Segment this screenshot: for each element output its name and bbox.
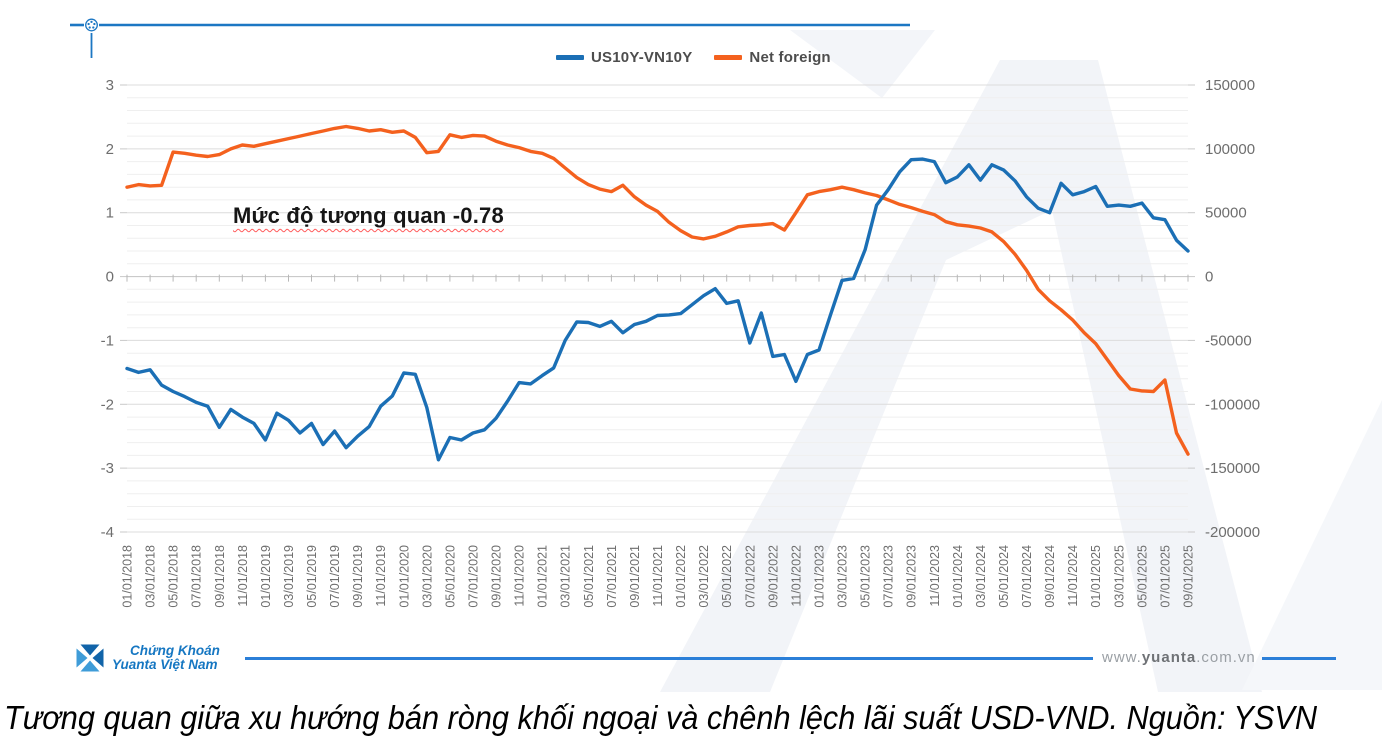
svg-text:05/01/2022: 05/01/2022 (720, 545, 734, 608)
svg-text:11/01/2023: 11/01/2023 (928, 545, 942, 607)
footer-rule-long (245, 657, 1093, 660)
brand-line-2: Yuanta Việt Nam (112, 657, 218, 672)
svg-text:03/01/2024: 03/01/2024 (974, 545, 988, 608)
svg-text:-1: -1 (101, 332, 114, 349)
correlation-chart-svg: 3 2 1 0 -1 -2 -3 -4 150000 100000 50000 0 -50000 -100… (70, 18, 1262, 692)
svg-text:09/01/2018: 09/01/2018 (213, 545, 227, 608)
svg-text:01/01/2024: 01/01/2024 (951, 545, 965, 608)
brand-text: Chứng Khoán Yuanta Việt Nam (112, 644, 220, 672)
figure-caption: Tương quan giữa xu hướng bán ròng khối n… (4, 699, 1318, 736)
svg-text:03/01/2022: 03/01/2022 (697, 545, 711, 608)
svg-text:03/01/2020: 03/01/2020 (420, 545, 434, 608)
svg-text:11/01/2019: 11/01/2019 (374, 545, 388, 607)
svg-text:01/01/2023: 01/01/2023 (813, 545, 827, 608)
svg-text:3: 3 (106, 77, 114, 94)
svg-text:0: 0 (106, 269, 114, 286)
legend-label: Net foreign (749, 49, 831, 66)
svg-text:0: 0 (1205, 269, 1213, 286)
svg-text:05/01/2019: 05/01/2019 (305, 545, 319, 608)
svg-text:50000: 50000 (1205, 205, 1247, 222)
svg-text:09/01/2025: 09/01/2025 (1182, 545, 1196, 608)
svg-text:05/01/2021: 05/01/2021 (582, 545, 596, 608)
svg-text:11/01/2024: 11/01/2024 (1066, 545, 1080, 607)
svg-text:03/01/2021: 03/01/2021 (559, 545, 573, 608)
svg-text:01/01/2025: 01/01/2025 (1089, 545, 1103, 608)
legend-label: US10Y-VN10Y (591, 49, 693, 66)
svg-text:-100000: -100000 (1205, 396, 1260, 413)
svg-text:-3: -3 (101, 460, 114, 477)
legend-item-net-foreign: Net foreign (714, 49, 831, 66)
svg-text:-200000: -200000 (1205, 524, 1260, 541)
svg-text:09/01/2019: 09/01/2019 (351, 545, 365, 608)
svg-text:01/01/2020: 01/01/2020 (397, 545, 411, 608)
svg-text:07/01/2024: 07/01/2024 (1020, 545, 1034, 608)
correlation-annotation: Mức độ tương quan -0.78 (233, 203, 504, 228)
svg-text:07/01/2022: 07/01/2022 (743, 545, 757, 608)
brand-line-1: Chứng Khoán (130, 643, 220, 658)
website-prefix: www. (1102, 649, 1142, 666)
net-foreign-line-swatch (714, 55, 743, 60)
svg-text:-2: -2 (101, 396, 114, 413)
svg-text:03/01/2019: 03/01/2019 (282, 545, 296, 608)
svg-text:1: 1 (106, 205, 114, 222)
svg-text:09/01/2022: 09/01/2022 (766, 545, 780, 608)
svg-text:05/01/2020: 05/01/2020 (443, 545, 457, 608)
website-suffix: .com.vn (1196, 649, 1256, 666)
svg-text:01/01/2018: 01/01/2018 (121, 545, 135, 608)
footer-rule-short (1262, 657, 1336, 660)
legend-item-us10y-vn10y: US10Y-VN10Y (556, 49, 692, 66)
svg-text:11/01/2021: 11/01/2021 (651, 545, 665, 607)
svg-text:09/01/2023: 09/01/2023 (905, 545, 919, 608)
svg-text:150000: 150000 (1205, 77, 1255, 94)
svg-text:07/01/2019: 07/01/2019 (328, 545, 342, 608)
svg-text:11/01/2022: 11/01/2022 (789, 545, 803, 607)
svg-text:05/01/2023: 05/01/2023 (859, 545, 873, 608)
footer: Chứng Khoán Yuanta Việt Nam www.yuanta.c… (0, 636, 1382, 682)
svg-text:09/01/2021: 09/01/2021 (628, 545, 642, 608)
svg-text:05/01/2025: 05/01/2025 (1135, 545, 1149, 608)
yuanta-logo-icon (76, 644, 104, 672)
svg-text:01/01/2022: 01/01/2022 (674, 545, 688, 608)
us10y-vn10y-line-swatch (556, 55, 584, 60)
svg-text:07/01/2018: 07/01/2018 (190, 545, 204, 608)
svg-text:09/01/2024: 09/01/2024 (1043, 545, 1057, 608)
svg-text:07/01/2025: 07/01/2025 (1158, 545, 1172, 608)
svg-text:03/01/2018: 03/01/2018 (144, 545, 158, 608)
svg-text:11/01/2018: 11/01/2018 (236, 545, 250, 607)
website-text: www.yuanta.com.vn (1102, 649, 1256, 666)
svg-text:07/01/2021: 07/01/2021 (605, 545, 619, 608)
svg-text:05/01/2024: 05/01/2024 (997, 545, 1011, 608)
svg-text:01/01/2019: 01/01/2019 (259, 545, 273, 608)
svg-text:-150000: -150000 (1205, 460, 1260, 477)
chart-legend: US10Y-VN10Y Net foreign (556, 49, 831, 66)
svg-text:09/01/2020: 09/01/2020 (490, 545, 504, 608)
svg-text:2: 2 (106, 141, 114, 158)
svg-text:01/01/2021: 01/01/2021 (536, 545, 550, 608)
svg-text:07/01/2020: 07/01/2020 (467, 545, 481, 608)
svg-text:07/01/2023: 07/01/2023 (882, 545, 896, 608)
svg-text:100000: 100000 (1205, 141, 1255, 158)
svg-text:03/01/2023: 03/01/2023 (836, 545, 850, 608)
svg-text:03/01/2025: 03/01/2025 (1112, 545, 1126, 608)
svg-text:-50000: -50000 (1205, 332, 1252, 349)
svg-text:-4: -4 (101, 524, 114, 541)
website-domain: yuanta (1141, 649, 1197, 666)
svg-text:11/01/2020: 11/01/2020 (513, 545, 527, 607)
svg-text:05/01/2018: 05/01/2018 (167, 545, 181, 608)
